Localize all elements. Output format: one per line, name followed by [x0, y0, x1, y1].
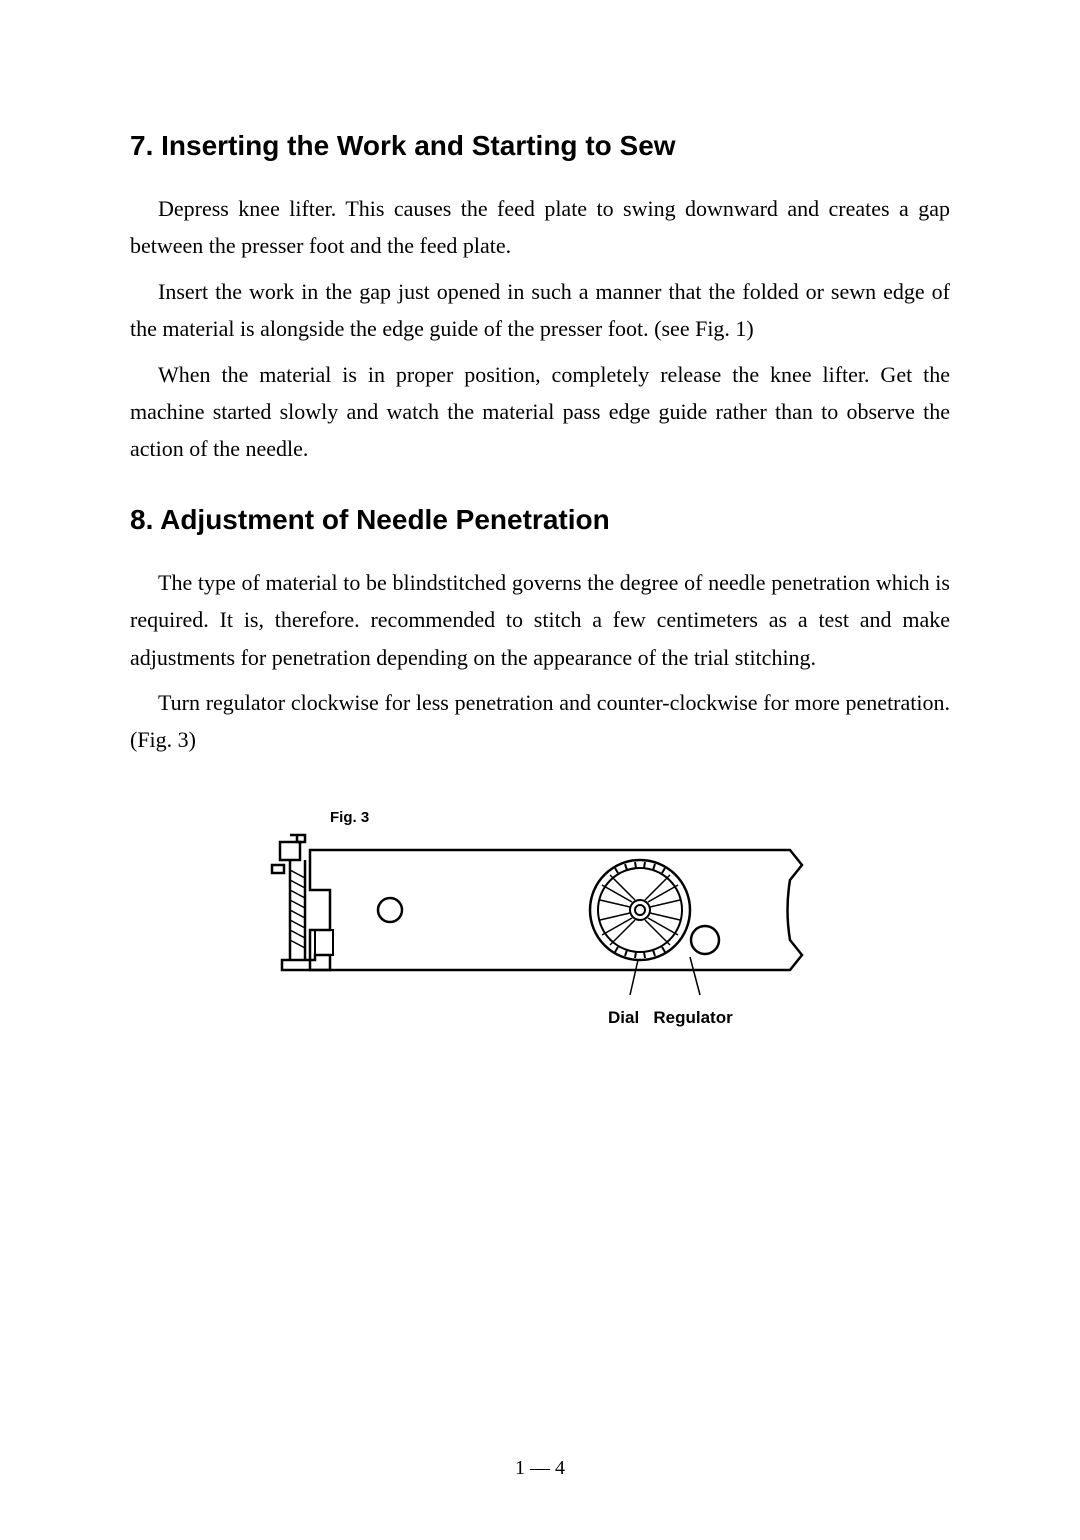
section-7-paragraph-1: Depress knee lifter. This causes the fee…	[130, 190, 950, 265]
section-7-heading: 7. Inserting the Work and Starting to Se…	[130, 130, 950, 162]
section-8-paragraph-2: Turn regulator clockwise for less penetr…	[130, 684, 950, 759]
section-8-heading: 8. Adjustment of Needle Penetration	[130, 504, 950, 536]
figure-3-callouts: Dial Regulator	[608, 1008, 950, 1028]
callout-dial: Dial	[608, 1008, 639, 1027]
section-8-paragraph-1: The type of material to be blindstitched…	[130, 564, 950, 676]
page-number: 1 — 4	[0, 1457, 1080, 1480]
figure-3-label: Fig. 3	[330, 809, 950, 826]
figure-3-container: Fig. 3	[130, 809, 950, 1028]
callout-regulator: Regulator	[653, 1008, 732, 1027]
section-7-paragraph-3: When the material is in proper position,…	[130, 356, 950, 468]
section-7-paragraph-2: Insert the work in the gap just opened i…	[130, 273, 950, 348]
figure-3-diagram	[260, 830, 820, 1000]
